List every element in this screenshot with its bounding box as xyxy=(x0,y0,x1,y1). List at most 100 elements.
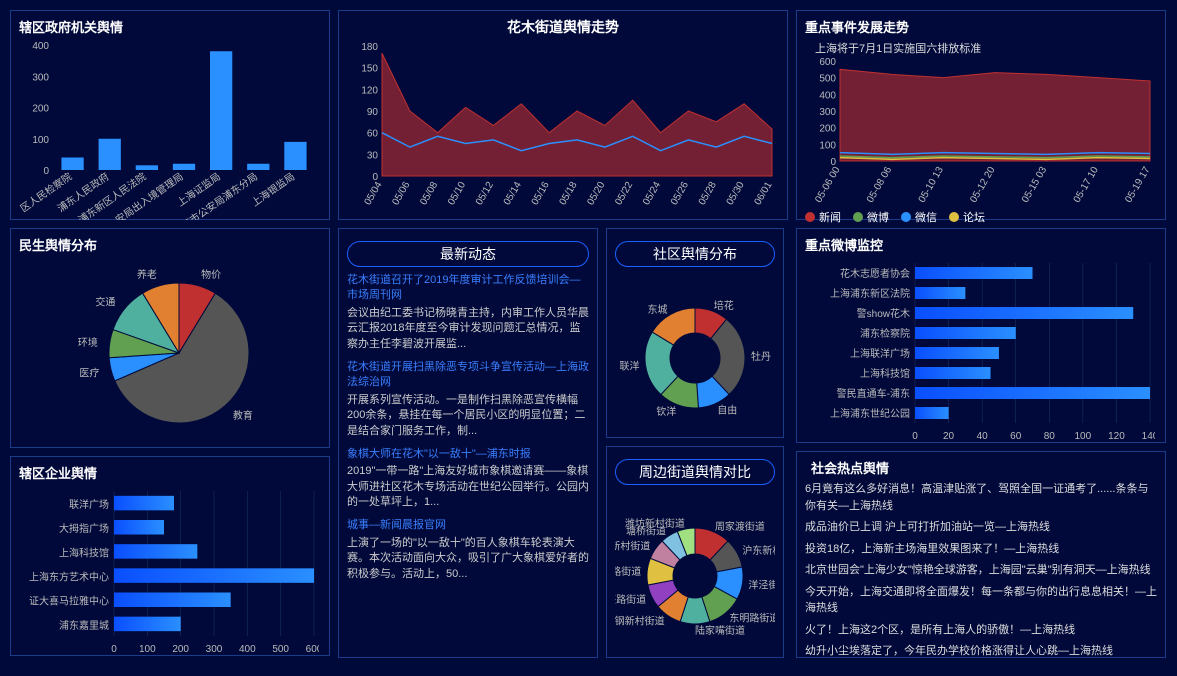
community-title: 社区舆情分布 xyxy=(615,241,775,267)
svg-text:05/08: 05/08 xyxy=(418,180,440,208)
svg-text:400: 400 xyxy=(819,90,836,101)
svg-text:100: 100 xyxy=(139,644,156,655)
enterprise-panel: 辖区企业舆情 0100200300400500600联洋广场大拇指广场上海科技馆… xyxy=(10,456,330,656)
svg-text:05-19 17: 05-19 17 xyxy=(1123,165,1152,205)
news-item: 象棋大师在花木"以一敌十"—浦东时报 2019"一带一路"上海友好城市象棋邀请赛—… xyxy=(347,447,589,511)
svg-text:300: 300 xyxy=(206,644,223,655)
svg-text:200: 200 xyxy=(819,124,836,135)
event-subtitle: 上海将于7月1日实施国六排放标准 xyxy=(815,40,1157,56)
svg-text:上海科技馆: 上海科技馆 xyxy=(59,546,109,559)
svg-text:500: 500 xyxy=(819,74,836,85)
svg-text:物价: 物价 xyxy=(201,268,221,281)
enterprise-chart: 0100200300400500600联洋广场大拇指广场上海科技馆上海东方艺术中… xyxy=(19,486,319,656)
svg-text:05/04: 05/04 xyxy=(363,180,385,208)
svg-text:05/30: 05/30 xyxy=(725,180,747,208)
svg-text:120: 120 xyxy=(1108,431,1125,442)
news-body: 会议由纪工委书记杨晓青主持，内审工作人员华晨云汇报2018年度至今审计发现问题汇… xyxy=(347,306,589,352)
svg-text:浦东嘉里城: 浦东嘉里城 xyxy=(59,619,109,632)
svg-text:90: 90 xyxy=(367,107,379,118)
legend-item[interactable]: 微信 xyxy=(901,209,937,225)
hot-item[interactable]: 北京世园会"上海少女"惊艳全球游客，上海园"云巢"别有洞天—上海热线 xyxy=(805,562,1157,579)
svg-text:培花: 培花 xyxy=(714,299,734,312)
svg-text:教育: 教育 xyxy=(233,409,253,422)
trend-title: 花木街道舆情走势 xyxy=(347,17,779,37)
svg-text:600: 600 xyxy=(819,57,836,68)
svg-text:150: 150 xyxy=(361,64,378,75)
svg-text:大拇指广场: 大拇指广场 xyxy=(59,522,109,535)
news-link[interactable]: 城事—新闻晨报官网 xyxy=(347,518,589,533)
svg-text:05-12 20: 05-12 20 xyxy=(968,165,997,205)
svg-text:牡丹: 牡丹 xyxy=(751,350,771,363)
legend-item[interactable]: 论坛 xyxy=(949,209,985,225)
news-list: 花木街道召开了2019年度审计工作反馈培训会—市场周刊网会议由纪工委书记杨晓青主… xyxy=(347,273,589,582)
svg-text:兴路街道: 兴路街道 xyxy=(615,593,646,606)
svg-text:40: 40 xyxy=(977,431,989,442)
trend-chart: 030609012015018005/0405/0605/0805/1005/1… xyxy=(347,41,777,221)
svg-text:东城: 东城 xyxy=(648,303,668,316)
compare-pie: 周家渡街道沪东新村街洋泾街道东明路街道陆家嘴街道钢新村街道兴路街道头路街道斯新村… xyxy=(615,491,775,651)
legend-item[interactable]: 微博 xyxy=(853,209,889,225)
svg-text:花木志愿者协会: 花木志愿者协会 xyxy=(840,267,910,280)
hot-item[interactable]: 今天开始，上海交通即将全面爆发！每一条都与你的出行息息相关！—上海热线 xyxy=(805,584,1157,617)
svg-text:洋泾街道: 洋泾街道 xyxy=(748,578,775,591)
svg-text:120: 120 xyxy=(361,85,378,96)
svg-text:交通: 交通 xyxy=(95,295,115,308)
enterprise-title: 辖区企业舆情 xyxy=(19,463,321,482)
event-panel: 重点事件发展走势 上海将于7月1日实施国六排放标准 01002003004005… xyxy=(796,10,1166,220)
svg-text:100: 100 xyxy=(1075,431,1092,442)
gov-title: 辖区政府机关舆情 xyxy=(19,17,321,36)
hot-item[interactable]: 幼升小尘埃落定了，今年民办学校价格涨得让人心跳—上海热线 xyxy=(805,643,1157,658)
news-item: 花木街道开展扫黑除恶专项斗争宣传活动—上海政法综治网开展系列宣传活动。一是制作扫… xyxy=(347,360,589,439)
svg-text:证大喜马拉雅中心: 证大喜马拉雅中心 xyxy=(29,595,109,608)
svg-text:05-10 13: 05-10 13 xyxy=(917,165,946,205)
hot-list: 6月竟有这么多好消息！高温津贴涨了、驾照全国一证通考了......条条与你有关—… xyxy=(805,481,1157,658)
svg-text:05-15 03: 05-15 03 xyxy=(1020,165,1049,205)
svg-text:警show花木: 警show花木 xyxy=(857,307,910,320)
svg-text:0: 0 xyxy=(111,644,117,655)
svg-text:05/24: 05/24 xyxy=(641,180,663,208)
news-link[interactable]: 花木街道开展扫黑除恶专项斗争宣传活动—上海政法综治网 xyxy=(347,360,589,391)
community-panel: 社区舆情分布 培花牡丹自由钦洋联洋东城 xyxy=(606,228,784,438)
hot-item[interactable]: 火了！上海这2个区，是所有上海人的骄傲！—上海热线 xyxy=(805,622,1157,639)
svg-text:05-17 10: 05-17 10 xyxy=(1072,165,1101,205)
gov-panel: 辖区政府机关舆情 0100200300400区人民检察院浦东人民政府浦东新区人民… xyxy=(10,10,330,220)
svg-text:自由: 自由 xyxy=(717,403,737,416)
svg-text:60: 60 xyxy=(1010,431,1022,442)
hot-title: 社会热点舆情 xyxy=(811,458,1157,477)
hot-item[interactable]: 投资18亿，上海新主场海里效果图来了！—上海热线 xyxy=(805,541,1157,558)
svg-text:周家渡街道: 周家渡街道 xyxy=(715,520,765,533)
hot-item[interactable]: 成品油价已上调 沪上可打折加油站一览—上海热线 xyxy=(805,519,1157,536)
svg-text:上海联洋广场: 上海联洋广场 xyxy=(850,347,910,360)
svg-text:600: 600 xyxy=(306,644,319,655)
hot-item[interactable]: 6月竟有这么多好消息！高温津贴涨了、驾照全国一证通考了......条条与你有关—… xyxy=(805,481,1157,514)
svg-text:100: 100 xyxy=(819,140,836,151)
legend-item[interactable]: 新闻 xyxy=(805,209,841,225)
svg-text:浦东检察院: 浦东检察院 xyxy=(860,327,910,340)
news-link[interactable]: 象棋大师在花木"以一敌十"—浦东时报 xyxy=(347,447,589,462)
svg-text:06/01: 06/01 xyxy=(753,180,775,208)
weibo-title: 重点微博监控 xyxy=(805,235,1157,254)
people-title: 民生舆情分布 xyxy=(19,235,321,254)
news-item: 花木街道召开了2019年度审计工作反馈培训会—市场周刊网会议由纪工委书记杨晓青主… xyxy=(347,273,589,352)
svg-text:180: 180 xyxy=(361,42,378,53)
svg-text:05/14: 05/14 xyxy=(502,180,524,208)
news-link[interactable]: 花木街道召开了2019年度审计工作反馈培训会—市场周刊网 xyxy=(347,273,589,304)
svg-text:500: 500 xyxy=(272,644,289,655)
svg-text:20: 20 xyxy=(943,431,955,442)
news-body: 2019"一带一路"上海友好城市象棋邀请赛——象棋大师进社区花木专场活动在世纪公… xyxy=(347,464,589,510)
people-panel: 民生舆情分布 物价教育医疗环境交通养老 xyxy=(10,228,330,448)
event-legend: 新闻微博微信论坛 xyxy=(805,209,1157,225)
svg-text:钦洋: 钦洋 xyxy=(656,405,676,418)
news-body: 开展系列宣传活动。一是制作扫黑除恶宣传横幅200余条，悬挂在每一个居民小区的明显… xyxy=(347,393,589,439)
event-chart: 010020030040050060005-06 0005-08 0605-10… xyxy=(805,56,1155,206)
svg-text:200: 200 xyxy=(32,104,49,115)
svg-text:140: 140 xyxy=(1142,431,1155,442)
news-title: 最新动态 xyxy=(347,241,589,267)
svg-text:300: 300 xyxy=(819,107,836,118)
svg-text:上海东方艺术中心: 上海东方艺术中心 xyxy=(29,570,109,583)
svg-text:环境: 环境 xyxy=(78,336,98,349)
weibo-panel: 重点微博监控 020406080100120140花木志愿者协会上海浦东新区法院… xyxy=(796,228,1166,443)
svg-text:05/26: 05/26 xyxy=(669,180,691,208)
svg-text:05-08 06: 05-08 06 xyxy=(865,165,894,205)
compare-panel: 周边街道舆情对比 周家渡街道沪东新村街洋泾街道东明路街道陆家嘴街道钢新村街道兴路… xyxy=(606,446,784,658)
